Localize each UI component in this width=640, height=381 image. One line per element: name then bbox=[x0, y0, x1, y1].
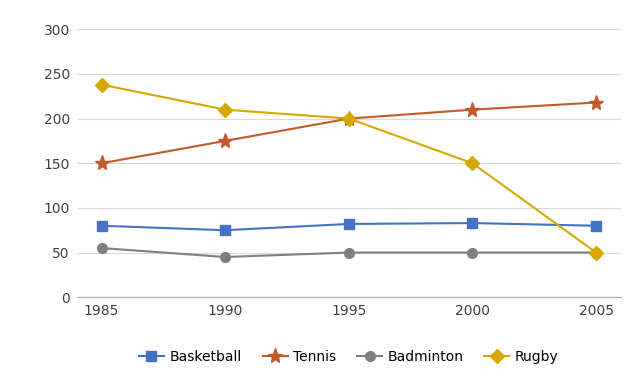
Badminton bbox=[98, 246, 106, 250]
Badminton bbox=[345, 250, 353, 255]
Basketball bbox=[345, 222, 353, 226]
Rugby bbox=[592, 250, 600, 255]
Line: Rugby: Rugby bbox=[97, 80, 601, 258]
Rugby bbox=[468, 161, 476, 165]
Tennis bbox=[221, 139, 229, 143]
Basketball bbox=[98, 223, 106, 228]
Rugby bbox=[345, 116, 353, 121]
Tennis bbox=[468, 107, 476, 112]
Line: Tennis: Tennis bbox=[94, 95, 604, 171]
Basketball bbox=[592, 223, 600, 228]
Tennis bbox=[345, 116, 353, 121]
Tennis bbox=[592, 100, 600, 105]
Badminton bbox=[468, 250, 476, 255]
Badminton bbox=[221, 255, 229, 259]
Line: Basketball: Basketball bbox=[97, 218, 601, 235]
Legend: Basketball, Tennis, Badminton, Rugby: Basketball, Tennis, Badminton, Rugby bbox=[139, 350, 559, 364]
Badminton bbox=[592, 250, 600, 255]
Rugby bbox=[98, 82, 106, 87]
Rugby bbox=[221, 107, 229, 112]
Basketball bbox=[468, 221, 476, 225]
Line: Badminton: Badminton bbox=[97, 243, 601, 262]
Tennis bbox=[98, 161, 106, 165]
Basketball bbox=[221, 228, 229, 232]
